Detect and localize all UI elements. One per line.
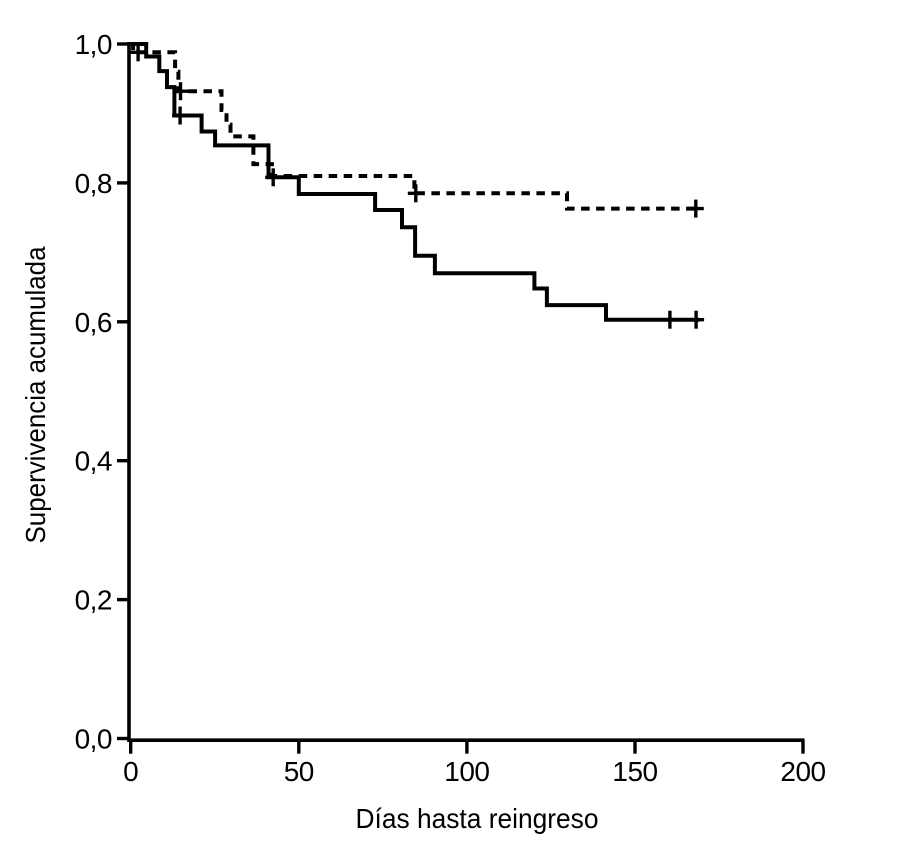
y-tick-label: 1,0 — [75, 29, 112, 60]
survival-curves — [130, 42, 700, 322]
x-tick-label: 200 — [780, 756, 825, 787]
solid-group-survival-censor-plus-mark — [172, 106, 189, 125]
solid-group-survival-censor-plus-mark — [265, 168, 282, 187]
solid-group-survival-censor-plus-mark — [688, 310, 705, 329]
solid-group-survival-curve — [130, 42, 700, 322]
y-tick-label: 0,8 — [75, 168, 112, 199]
dashed-group-survival-censor-plus-mark — [130, 43, 147, 62]
dashed-group-survival-censor-plus-mark — [687, 199, 704, 218]
y-tick-label: 0,2 — [75, 585, 112, 616]
dashed-group-survival-curve — [130, 42, 700, 211]
dashed-group-survival-censor-plus-mark — [172, 82, 189, 101]
y-axis-title: Supervivencia acumulada — [20, 246, 51, 543]
dashed-group-survival-censor-plus-mark — [407, 184, 424, 203]
x-tick-label: 150 — [612, 756, 657, 787]
x-tick-label: 0 — [123, 756, 138, 787]
censor-marks — [130, 43, 705, 329]
axes: 0,0 0,2 0,4 0,6 0,8 1,0 0 50 100 150 200 — [75, 29, 827, 787]
y-tick-label: 0,4 — [75, 446, 112, 477]
x-tick-label: 50 — [284, 756, 314, 787]
x-axis-title: Días hasta reingreso — [356, 803, 599, 834]
y-tick-label: 0,6 — [75, 307, 112, 338]
y-tick-label: 0,0 — [75, 724, 112, 755]
axis-labels: Días hasta reingreso Supervivencia acumu… — [20, 246, 599, 834]
x-tick-label: 100 — [444, 756, 489, 787]
solid-group-survival-censor-plus-mark — [661, 310, 678, 329]
